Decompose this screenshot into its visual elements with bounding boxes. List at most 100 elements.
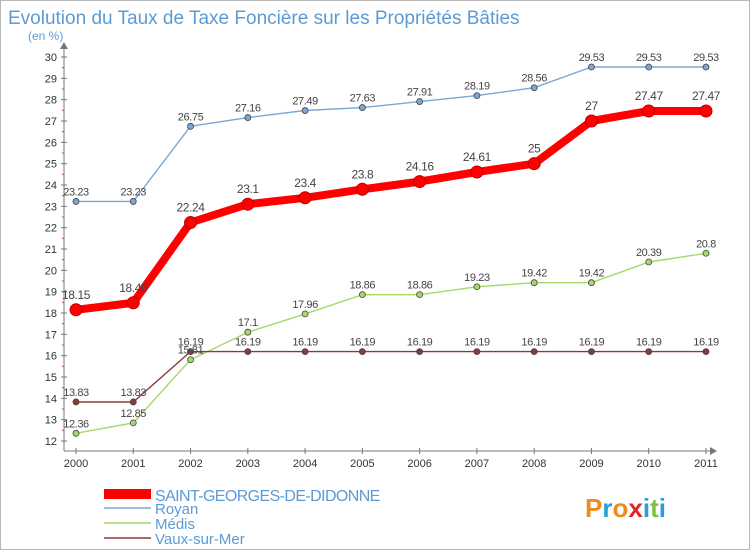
data-point — [72, 198, 80, 205]
data-point — [301, 107, 309, 114]
x-tick-label: 2010 — [636, 458, 660, 470]
data-label: 16.19 — [350, 337, 376, 349]
data-point — [355, 182, 369, 196]
y-tick-label: 18 — [45, 308, 57, 320]
y-tick-label: 22 — [45, 223, 57, 235]
data-label: 26.75 — [178, 111, 204, 123]
data-label: 24.16 — [406, 160, 435, 174]
data-point — [244, 348, 252, 356]
series-line-3 — [75, 350, 707, 403]
data-label: 25 — [528, 142, 541, 156]
logo-letter: r — [602, 493, 612, 523]
x-tick-label: 2004 — [293, 458, 317, 470]
data-point — [416, 98, 424, 105]
legend-label-saint-georges: SAINT-GEORGES-DE-DIDONNE — [155, 488, 380, 505]
data-point — [642, 104, 656, 118]
series-line-0 — [72, 107, 710, 314]
data-point — [244, 114, 252, 121]
axes: 12 13 14 15 16 17 18 19 20 21 22 23 24 25 26 27 28 29 30 20… — [45, 42, 718, 470]
y-tick-label: 27 — [45, 116, 57, 128]
data-point — [584, 114, 598, 128]
data-label: 28.56 — [521, 73, 547, 85]
data-point — [527, 157, 541, 171]
x-tick-label: 2011 — [694, 458, 718, 470]
data-label: 16.19 — [693, 337, 719, 349]
legend-label-vaux: Vaux-sur-Mer — [155, 531, 245, 548]
data-point — [301, 348, 309, 356]
y-tick-label: 26 — [45, 137, 57, 149]
y-tick-label: 17 — [45, 329, 57, 341]
logo-letter: P — [585, 493, 602, 523]
data-label: 12.36 — [63, 418, 89, 430]
data-label: 23.23 — [121, 186, 147, 198]
data-point — [588, 279, 595, 287]
data-point — [416, 291, 424, 299]
data-label: 22.24 — [177, 201, 206, 215]
data-label: 20.8 — [696, 238, 716, 250]
series-points — [69, 63, 713, 437]
x-tick-label: 2006 — [407, 458, 431, 470]
data-point — [588, 348, 595, 356]
y-tick-label: 30 — [45, 52, 57, 64]
data-point — [645, 258, 653, 266]
legend-label-royan: Royan — [155, 501, 198, 518]
y-tick-label: 12 — [45, 436, 57, 448]
x-tick-label: 2008 — [522, 458, 546, 470]
x-tick-label: 2001 — [121, 458, 145, 470]
data-label: 12.85 — [121, 408, 147, 420]
x-axis-arrow — [710, 447, 717, 455]
data-label: 15.81 — [178, 345, 204, 357]
y-tick-label: 15 — [45, 372, 57, 384]
data-point — [473, 348, 481, 356]
data-label: 28.19 — [464, 81, 490, 93]
data-label: 13.83 — [63, 387, 89, 399]
data-label: 19.42 — [579, 268, 605, 280]
data-point — [72, 398, 80, 406]
y-axis-arrow — [60, 42, 68, 49]
data-label: 18.15 — [62, 288, 91, 302]
x-tick-label: 2005 — [350, 458, 374, 470]
y-tick-label: 19 — [45, 287, 57, 299]
data-point — [702, 348, 710, 356]
data-label: 18.86 — [407, 280, 433, 292]
data-point — [702, 249, 710, 257]
logo-letter: o — [612, 493, 628, 523]
data-point — [413, 175, 427, 189]
data-label: 23.23 — [63, 186, 89, 198]
y-tick-label: 29 — [45, 73, 57, 85]
data-point — [699, 104, 713, 118]
data-point — [530, 348, 538, 356]
data-label: 16.19 — [636, 337, 662, 349]
data-point — [72, 429, 80, 437]
data-point — [298, 191, 312, 205]
data-label: 23.8 — [351, 167, 373, 181]
data-label: 18.48 — [119, 281, 148, 295]
data-label: 23.4 — [294, 176, 316, 190]
data-label: 16.19 — [292, 337, 318, 349]
x-tick-label: 2003 — [236, 458, 260, 470]
logo-letter: x — [628, 493, 643, 523]
data-point — [241, 197, 255, 211]
data-label: 16.19 — [464, 337, 490, 349]
data-point — [126, 296, 140, 310]
data-label: 27 — [585, 99, 598, 113]
data-point — [184, 216, 198, 230]
y-tick-label: 16 — [45, 351, 57, 363]
data-label: 16.19 — [178, 337, 204, 349]
y-tick-label: 21 — [45, 244, 57, 256]
data-point — [129, 419, 137, 427]
y-tick-label: 23 — [45, 201, 57, 213]
y-tick-label: 28 — [45, 95, 57, 107]
data-point — [187, 356, 194, 364]
data-label: 27.16 — [235, 103, 261, 115]
data-label: 29.53 — [693, 52, 719, 64]
data-label: 29.53 — [636, 52, 662, 64]
data-point — [416, 348, 424, 356]
x-tick-label: 2000 — [64, 458, 88, 470]
data-point — [702, 63, 710, 71]
data-point — [645, 63, 653, 71]
y-tick-label: 14 — [45, 393, 57, 405]
chart-subtitle: (en %) — [28, 29, 63, 43]
logo-text: Proxiti — [585, 493, 666, 523]
